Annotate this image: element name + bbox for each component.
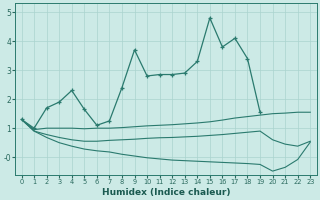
- X-axis label: Humidex (Indice chaleur): Humidex (Indice chaleur): [102, 188, 230, 197]
